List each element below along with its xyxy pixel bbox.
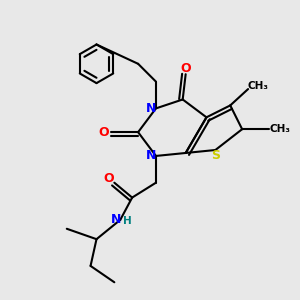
Text: N: N xyxy=(146,102,156,115)
Text: CH₃: CH₃ xyxy=(248,81,269,91)
Text: N: N xyxy=(111,213,121,226)
Text: CH₃: CH₃ xyxy=(270,124,291,134)
Text: N: N xyxy=(146,149,156,162)
Text: H: H xyxy=(123,216,132,226)
Text: O: O xyxy=(99,126,109,139)
Text: O: O xyxy=(103,172,114,185)
Text: S: S xyxy=(211,149,220,162)
Text: O: O xyxy=(180,62,191,75)
